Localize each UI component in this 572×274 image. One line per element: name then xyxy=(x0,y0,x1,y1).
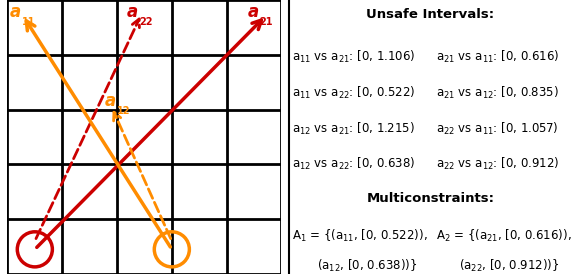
Text: a$_{21}$ vs a$_{11}$: [0, 0.616): a$_{21}$ vs a$_{11}$: [0, 0.616) xyxy=(436,49,559,65)
Text: (a$_{22}$, [0, 0.912))}: (a$_{22}$, [0, 0.912))} xyxy=(459,258,559,274)
Text: a$_{12}$ vs a$_{21}$: [0, 1.215): a$_{12}$ vs a$_{21}$: [0, 1.215) xyxy=(292,121,414,137)
Text: a: a xyxy=(10,3,21,21)
Text: A$_2$ = {(a$_{21}$, [0, 0.616)),: A$_2$ = {(a$_{21}$, [0, 0.616)), xyxy=(436,227,572,244)
Text: A$_1$ = {(a$_{11}$, [0, 0.522)),: A$_1$ = {(a$_{11}$, [0, 0.522)), xyxy=(292,227,427,244)
Text: a: a xyxy=(127,3,138,21)
Text: a$_{21}$ vs a$_{12}$: [0, 0.835): a$_{21}$ vs a$_{12}$: [0, 0.835) xyxy=(436,85,559,101)
Text: a$_{22}$ vs a$_{11}$: [0, 1.057): a$_{22}$ vs a$_{11}$: [0, 1.057) xyxy=(436,121,558,137)
Text: Multiconstraints:: Multiconstraints: xyxy=(367,192,494,205)
Text: a$_{11}$ vs a$_{22}$: [0, 0.522): a$_{11}$ vs a$_{22}$: [0, 0.522) xyxy=(292,85,415,101)
Text: 22: 22 xyxy=(139,18,153,27)
Text: a$_{12}$ vs a$_{22}$: [0, 0.638): a$_{12}$ vs a$_{22}$: [0, 0.638) xyxy=(292,156,415,172)
Text: 11: 11 xyxy=(22,18,35,27)
Text: (a$_{12}$, [0, 0.638))}: (a$_{12}$, [0, 0.638))} xyxy=(317,258,418,274)
Text: 21: 21 xyxy=(260,18,273,27)
Text: 12: 12 xyxy=(117,106,130,116)
Text: a: a xyxy=(105,92,116,110)
Text: a: a xyxy=(248,3,259,21)
Text: a$_{22}$ vs a$_{12}$: [0, 0.912): a$_{22}$ vs a$_{12}$: [0, 0.912) xyxy=(436,156,559,172)
Text: Unsafe Intervals:: Unsafe Intervals: xyxy=(367,8,494,21)
Text: a$_{11}$ vs a$_{21}$: [0, 1.106): a$_{11}$ vs a$_{21}$: [0, 1.106) xyxy=(292,49,415,65)
